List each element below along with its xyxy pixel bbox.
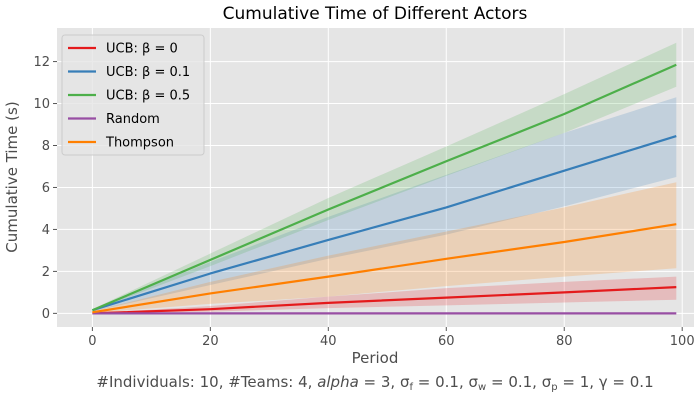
- series-band-0: [92, 276, 677, 314]
- x-axis-label: Period: [352, 349, 399, 367]
- legend-items: UCB: β = 0 UCB: β = 0.1 UCB: β = 0.5 Random…: [68, 42, 190, 151]
- x-tick-label: 60: [438, 334, 455, 349]
- x-tick-label: 20: [202, 334, 219, 349]
- caption-individuals-teams: #Individuals: 10, #Teams: 4,: [96, 373, 317, 391]
- x-tick-label: 40: [320, 334, 337, 349]
- x-axis-ticks: 0 20 40 60 80 100: [88, 327, 695, 349]
- y-tick-label: 4: [42, 223, 50, 238]
- series-band-2: [92, 42, 677, 311]
- series-line-2: [91, 63, 677, 312]
- legend-box: [61, 34, 205, 156]
- caption: #Individuals: 10, #Teams: 4, alpha = 3, …: [96, 373, 653, 393]
- series-line-4: [92, 223, 677, 314]
- chart-title: Cumulative Time of Different Actors: [223, 4, 528, 24]
- x-tick-label: 0: [88, 334, 96, 349]
- y-tick-label: 6: [42, 181, 50, 196]
- y-tick-label: 8: [42, 139, 50, 154]
- x-tick-label: 100: [670, 334, 695, 349]
- legend-label-0: UCB: β = 0: [106, 42, 178, 57]
- series-band-4: [92, 182, 677, 313]
- series-line-0: [92, 286, 677, 315]
- y-tick-label: 0: [42, 307, 50, 322]
- legend-label-3: Random: [106, 112, 160, 127]
- y-axis-ticks: 0 2 4 6 8 10 12: [33, 55, 57, 322]
- legend-label-1: UCB: β = 0.1: [106, 65, 190, 80]
- y-tick-label: 10: [33, 97, 50, 112]
- confidence-bands: [92, 42, 677, 314]
- series-line-1: [92, 135, 677, 312]
- y-axis-label: Cumulative Time (s): [3, 101, 21, 252]
- legend: UCB: β = 0 UCB: β = 0.1 UCB: β = 0.5 Random…: [61, 34, 205, 156]
- caption-alpha: alpha: [317, 373, 359, 391]
- legend-label-2: UCB: β = 0.5: [106, 89, 190, 104]
- series-lines: [91, 63, 677, 315]
- y-tick-label: 2: [42, 265, 50, 280]
- legend-label-4: Thompson: [105, 136, 174, 151]
- y-tick-label: 12: [33, 55, 50, 70]
- series-band-1: [92, 97, 677, 312]
- x-tick-label: 80: [556, 334, 573, 349]
